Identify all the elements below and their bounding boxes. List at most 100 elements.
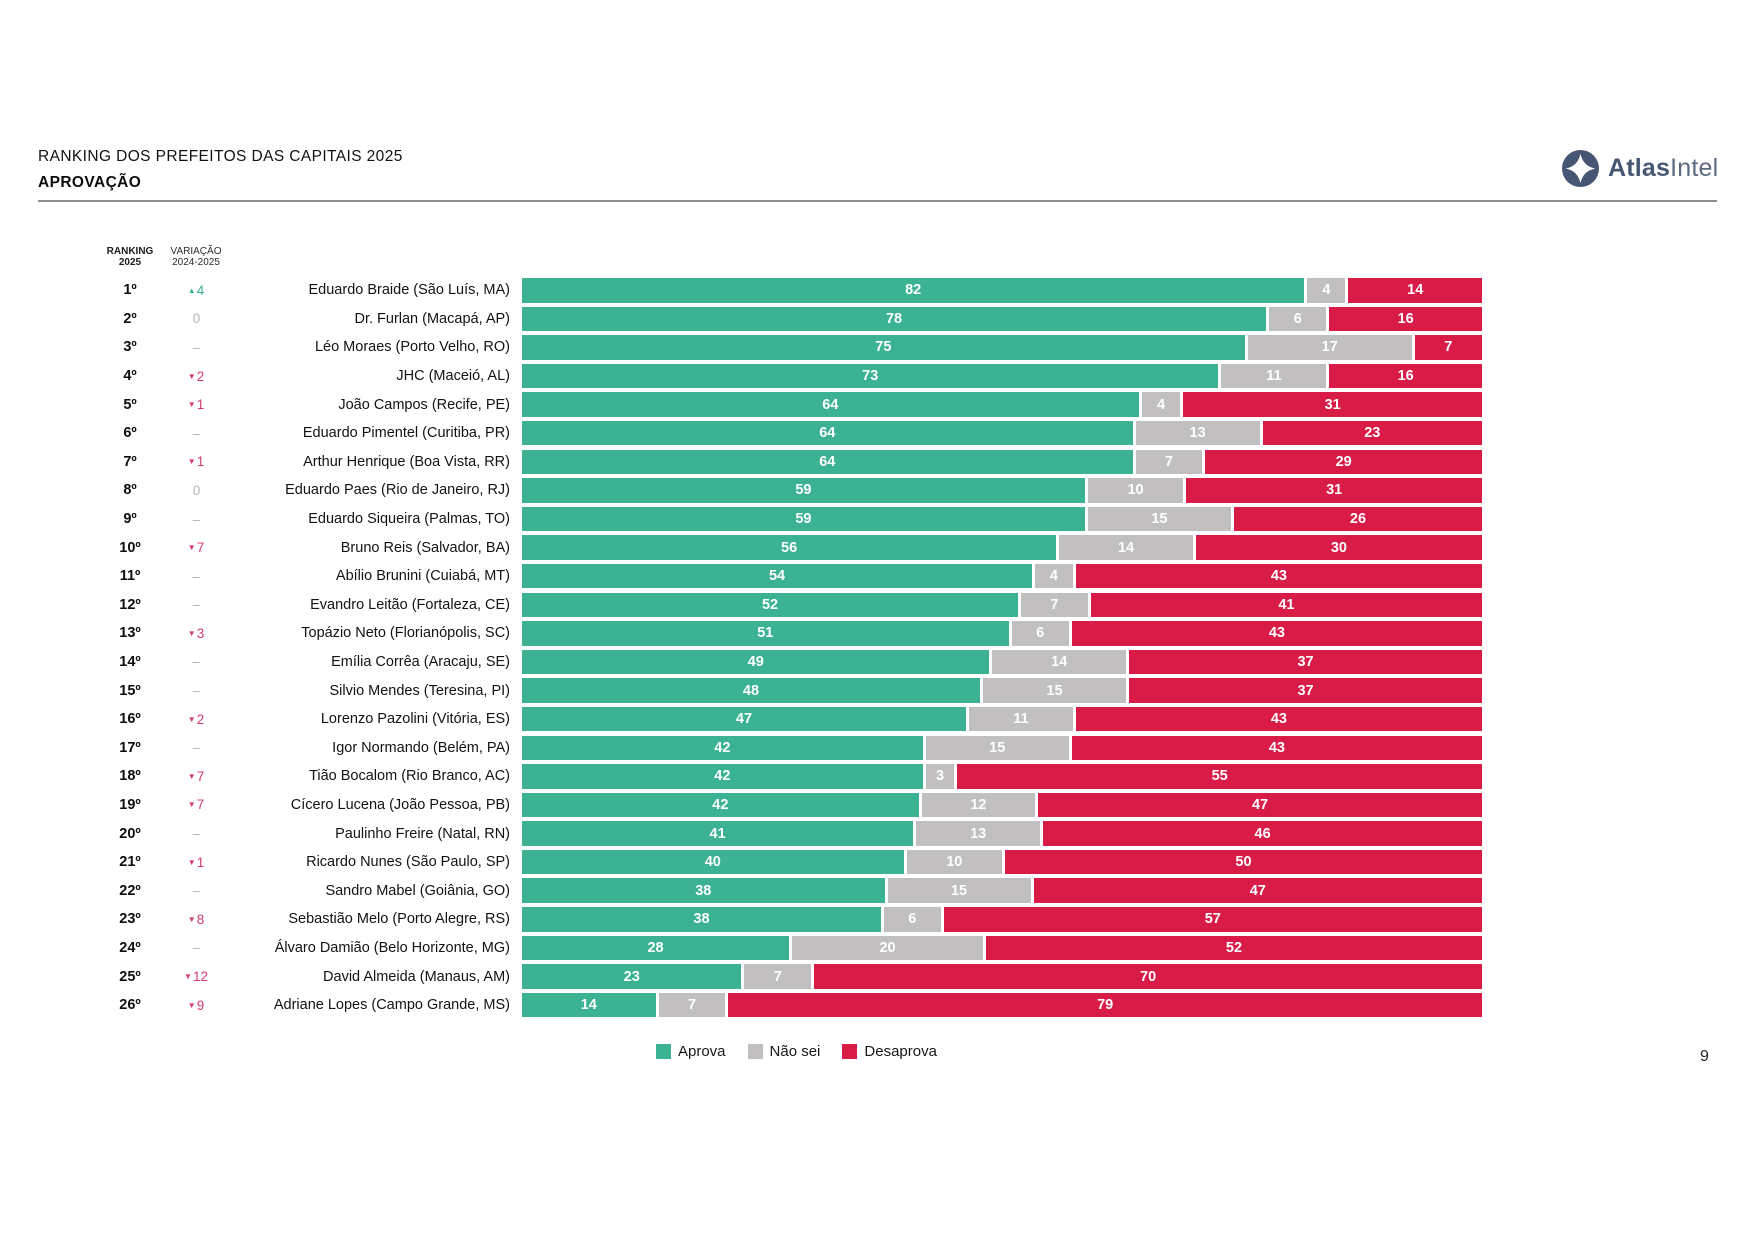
variation-value: – [192, 568, 201, 584]
ranking-header-line2: 2025 [118, 257, 142, 268]
bar-value-nao-sei: 7 [687, 997, 696, 1014]
bar-value-nao-sei: 15 [950, 882, 968, 899]
bar-segment-desaprova: 52 [985, 935, 1482, 961]
bar-segment-nao-sei: 11 [1221, 363, 1327, 389]
chart-row: 14º – Emília Corrêa (Aracaju, SE) 49 14 … [0, 649, 1755, 675]
stacked-bar: 49 14 37 [522, 649, 1482, 675]
variation-cell: – [170, 340, 222, 355]
bar-value-nao-sei: 13 [1189, 425, 1206, 442]
bar-value-nao-sei: 14 [1051, 653, 1068, 670]
bar-value-aprova: 28 [647, 939, 664, 956]
bar-segment-desaprova: 47 [1033, 878, 1482, 903]
bar-segment-nao-sei: 12 [921, 792, 1036, 818]
column-header-variation: VARIAÇÃO 2024-2025 [166, 246, 226, 268]
bar-value-nao-sei: 3 [935, 768, 945, 785]
bar-segment-nao-sei: 10 [906, 849, 1002, 875]
variation-value: – [192, 425, 201, 441]
bar-value-nao-sei: 15 [989, 739, 1006, 756]
chart-row: 1º ▲4 Eduardo Braide (São Luís, MA) 82 4… [0, 278, 1755, 303]
variation-cell: ▼1 [170, 855, 222, 870]
bar-segment-desaprova: 26 [1233, 506, 1482, 532]
legend-label-nao-sei: Não sei [769, 1043, 821, 1060]
bar-value-nao-sei: 12 [970, 796, 987, 813]
bar-segment-aprova: 42 [522, 764, 923, 789]
stacked-bar: 52 7 41 [522, 592, 1482, 618]
mayor-name: Abílio Brunini (Cuiabá, MT) [335, 568, 510, 585]
rank-label: 24º [119, 939, 141, 956]
bar-segment-desaprova: 43 [1075, 563, 1482, 589]
bar-value-nao-sei: 10 [1127, 482, 1144, 499]
variation-cell: – [170, 883, 222, 898]
bar-value-desaprova: 29 [1335, 453, 1352, 470]
bar-segment-aprova: 64 [522, 420, 1133, 446]
bar-value-nao-sei: 13 [970, 825, 987, 842]
rank-label: 22º [119, 882, 141, 899]
chart-row: 22º – Sandro Mabel (Goiânia, GO) 38 15 4… [0, 878, 1755, 903]
chart-row: 26º ▼9 Adriane Lopes (Campo Grande, MS) … [0, 992, 1755, 1018]
bar-segment-nao-sei: 3 [925, 764, 955, 789]
bar-segment-aprova: 54 [522, 563, 1033, 589]
bar-segment-nao-sei: 15 [925, 735, 1069, 760]
chart-row: 16º ▼2 Lorenzo Pazolini (Vitória, ES) 47… [0, 706, 1755, 732]
variation-cell: ▼2 [170, 712, 222, 727]
rank-label: 5º [123, 396, 137, 413]
variation-value: 1 [196, 397, 205, 413]
rank-label: 13º [119, 625, 141, 642]
variation-header-line2: 2024-2025 [172, 257, 220, 268]
bar-segment-aprova: 75 [522, 335, 1245, 360]
rank-label: 18º [119, 768, 141, 785]
variation-arrow-icon: ▼ [187, 800, 196, 810]
bar-segment-desaprova: 7 [1414, 335, 1482, 360]
stacked-bar: 54 4 43 [522, 563, 1482, 589]
rank-label: 11º [119, 568, 141, 585]
variation-value: – [192, 654, 201, 670]
variation-cell: – [170, 569, 222, 584]
chart-row: 20º – Paulinho Freire (Natal, RN) 41 13 … [0, 821, 1755, 846]
chart-row: 23º ▼8 Sebastião Melo (Porto Alegre, RS)… [0, 907, 1755, 932]
variation-value: – [192, 883, 201, 899]
chart-row: 19º ▼7 Cícero Lucena (João Pessoa, PB) 4… [0, 792, 1755, 818]
bar-segment-aprova: 59 [522, 478, 1085, 503]
rank-label: 7º [123, 453, 137, 470]
bar-value-desaprova: 7 [1444, 339, 1453, 356]
bar-segment-nao-sei: 6 [883, 907, 941, 932]
bar-segment-aprova: 49 [522, 649, 990, 675]
bar-value-aprova: 38 [693, 911, 710, 928]
chart-row: 5º ▼1 João Campos (Recife, PE) 64 4 31 [0, 392, 1755, 417]
bar-value-aprova: 64 [822, 396, 839, 413]
bar-value-nao-sei: 14 [1117, 539, 1135, 556]
bar-segment-desaprova: 55 [957, 764, 1483, 789]
bar-value-desaprova: 43 [1268, 739, 1285, 756]
bar-segment-aprova: 38 [522, 907, 881, 932]
mayor-name: Eduardo Paes (Rio de Janeiro, RJ) [285, 482, 510, 499]
variation-cell: ▼7 [170, 540, 222, 555]
variation-cell: ▼8 [170, 912, 222, 927]
variation-value: – [192, 940, 201, 956]
stacked-bar: 59 10 31 [522, 478, 1482, 503]
rank-label: 23º [119, 911, 141, 928]
variation-value: 0 [192, 482, 201, 498]
variation-cell: ▼1 [170, 454, 222, 469]
page-title: RANKING DOS PREFEITOS DAS CAPITAIS 2025 [38, 148, 403, 165]
bar-value-desaprova: 79 [1097, 997, 1114, 1014]
bar-segment-aprova: 47 [522, 706, 966, 732]
chart-row: 9º – Eduardo Siqueira (Palmas, TO) 59 15… [0, 506, 1755, 532]
rank-label: 2º [123, 310, 137, 327]
bar-segment-desaprova: 79 [728, 992, 1482, 1018]
bar-segment-desaprova: 43 [1071, 621, 1482, 646]
variation-cell: ▼1 [170, 397, 222, 412]
variation-cell: – [170, 683, 222, 698]
bar-segment-aprova: 48 [522, 678, 980, 703]
bar-segment-aprova: 28 [522, 935, 790, 961]
stacked-bar: 64 4 31 [522, 392, 1483, 417]
variation-arrow-icon: ▼ [187, 371, 196, 381]
stacked-bar: 59 15 26 [522, 506, 1482, 532]
bar-value-aprova: 59 [795, 482, 812, 499]
stacked-bar: 64 7 29 [522, 449, 1482, 475]
bar-segment-nao-sei: 15 [982, 678, 1127, 703]
mayor-name: Cícero Lucena (João Pessoa, PB) [290, 796, 510, 813]
variation-cell: ▼9 [170, 998, 222, 1013]
bar-value-nao-sei: 17 [1321, 339, 1338, 356]
atlasintel-logo: AtlasIntel [1562, 150, 1718, 187]
rank-label: 4º [123, 368, 137, 385]
